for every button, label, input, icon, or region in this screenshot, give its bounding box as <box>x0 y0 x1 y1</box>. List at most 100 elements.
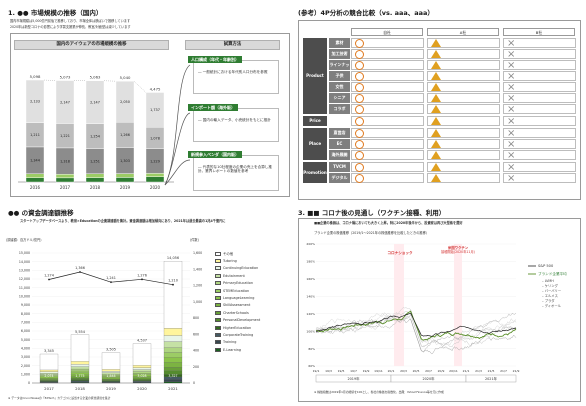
triangle-mark-icon <box>431 140 441 148</box>
chart2-bar-segment <box>70 368 90 372</box>
chart2-legend-label: PersonalDevelopment <box>223 318 261 323</box>
cross-mark-icon: × <box>507 104 516 115</box>
method-step-2-label: インポート額（海外販） <box>188 104 238 111</box>
triangle-mark-icon <box>431 94 441 102</box>
triangle-mark-icon <box>431 39 441 47</box>
chart2-legend-label: Training <box>223 340 237 345</box>
chart2-y2-tick: 1,200 <box>193 284 202 288</box>
chart2-legend-item: SkillAssessment <box>215 302 289 309</box>
cross-mark-icon: × <box>507 139 516 150</box>
chart2-bar-segment <box>70 380 90 382</box>
section2-title: ●● の資金調達額推移 <box>8 209 74 217</box>
fourp-cell <box>503 93 576 103</box>
chart2-count-label: 1,366 <box>75 266 85 270</box>
circle-mark-icon <box>355 129 364 138</box>
chart2-legend-swatch <box>215 303 221 308</box>
chart2-base-label: 3,028 <box>137 374 146 378</box>
chart4-x-tick: 19/5 <box>338 369 345 373</box>
chart1-segment-label: 1,318 <box>60 159 70 163</box>
chart1-segment-label: 1,211 <box>30 133 40 137</box>
chart2-count-point <box>48 278 50 281</box>
chart2-legend-swatch <box>215 310 221 315</box>
fourp-cell <box>503 162 576 172</box>
fourp-row-label: ラインナップ <box>329 60 350 77</box>
chart2-legend-swatch <box>215 281 221 286</box>
circle-mark-icon <box>355 72 364 81</box>
chart4-x-tick: 19/7 <box>350 369 357 373</box>
chart2-legend-item: PersonalDevelopment <box>215 317 289 324</box>
chart2-x-label: 2017 <box>44 386 54 391</box>
chart2-y-tick: 9,000 <box>21 303 30 307</box>
chart2-legend-swatch <box>215 318 221 323</box>
fourp-cell <box>427 104 500 114</box>
chart4-shade-covid <box>394 244 404 366</box>
chart4-year-label: 2019年 <box>347 376 360 381</box>
chart2-legend-item: PrimaryEducation <box>215 280 289 287</box>
chart1-bar-segment <box>85 177 105 183</box>
chart2-legend-swatch <box>215 340 221 345</box>
chart4-sp500-line <box>315 312 517 337</box>
fourp-cell <box>351 38 424 48</box>
chart1-segment-label: 1,229 <box>150 159 160 163</box>
chart4-x-tick: 20/1 <box>388 369 395 373</box>
chart2-count-label: 1,276 <box>137 273 147 277</box>
chart2-y-tick: 15,000 <box>19 251 30 255</box>
fourp-row-label: 女性 <box>329 82 350 92</box>
chart2-count-point <box>79 271 81 273</box>
chart4-y-tick: 120% <box>306 312 315 316</box>
chart1-svg: 1,344 1,211 2,133 5,098 2016 1,318 1,221 2,147 5… <box>18 74 174 190</box>
chart4-x-tick: 21/3 <box>475 369 482 373</box>
fourp-cell <box>351 60 424 70</box>
chart1-title: 国内のアイウェアの市場規模の推移 <box>14 40 169 50</box>
triangle-mark-icon <box>431 129 441 137</box>
chart2-bar-segment <box>163 261 183 329</box>
chart4-annotation-vaccine: 米国ワクチン <box>448 245 469 250</box>
fourp-group-1: Price <box>303 116 327 126</box>
chart4-y-tick: 80% <box>308 347 315 351</box>
chart2-legend-label: CorporateTraining <box>223 332 254 337</box>
chart4-legend-item: – エルメス <box>542 293 558 298</box>
chart2-total-label: 3,345 <box>44 349 54 353</box>
chart2-legend-item: LanguageLearning <box>215 294 289 301</box>
fourp-cell <box>427 71 500 81</box>
chart2-y-tick: 7,000 <box>21 321 30 325</box>
cross-mark-icon: × <box>507 162 516 173</box>
chart2-legend-swatch <box>215 273 221 278</box>
chart2-y2-tick: 1,600 <box>193 251 202 255</box>
chart2-bar-segment <box>163 379 183 382</box>
chart1-bar-segment <box>55 174 75 179</box>
chart1-segment-label: 1,303 <box>120 159 130 163</box>
section1-desc1: 国内市場規模は5,000億円前後で推移しており、市場全体は横ばいで推移しています <box>10 19 131 23</box>
method-step-3-label: 新規参入ベンダ（国内販） <box>188 151 242 158</box>
triangle-mark-icon <box>431 174 441 182</box>
fourp-row-label: TVCM <box>329 162 350 172</box>
chart2-legend-swatch <box>215 288 221 293</box>
chart2-legend-item: その他 <box>215 250 289 257</box>
cross-mark-icon: × <box>507 173 516 184</box>
chart2-count-point <box>172 283 174 286</box>
chart2-bar-segment <box>39 379 59 381</box>
chart1-x-label: 2018 <box>90 185 101 190</box>
section3-title: (参考）4P分析の競合比較（vs. aaa、aaa） <box>298 9 434 17</box>
fourp-cell <box>503 116 576 126</box>
circle-mark-icon <box>355 105 364 114</box>
chart2-legend-label: LanguageLearning <box>223 296 255 301</box>
circle-mark-icon <box>355 50 364 59</box>
chart1-x-label: 2020 <box>150 185 161 190</box>
chart4-x-tick: 20/3 <box>400 369 407 373</box>
chart2-count-point <box>141 278 143 281</box>
circle-mark-icon <box>355 83 364 92</box>
chart2-bar-segment <box>132 378 152 381</box>
chart4-y-tick: 60% <box>308 364 315 368</box>
chart2-bar-segment <box>132 377 152 380</box>
chart4-y-tick: 200% <box>306 242 315 246</box>
chart2-bar-segment <box>70 379 90 381</box>
chart1-segment-label: 1,737 <box>150 108 160 112</box>
chart1-x-label: 2019 <box>120 185 131 190</box>
chart1-bar-segment <box>25 173 45 178</box>
chart2-bar-segment <box>101 378 121 381</box>
chart4-brand-line <box>315 309 517 348</box>
chart2-bar-segment <box>101 379 121 381</box>
fourp-cell <box>351 150 424 160</box>
chart2-bar-segment <box>70 381 90 383</box>
